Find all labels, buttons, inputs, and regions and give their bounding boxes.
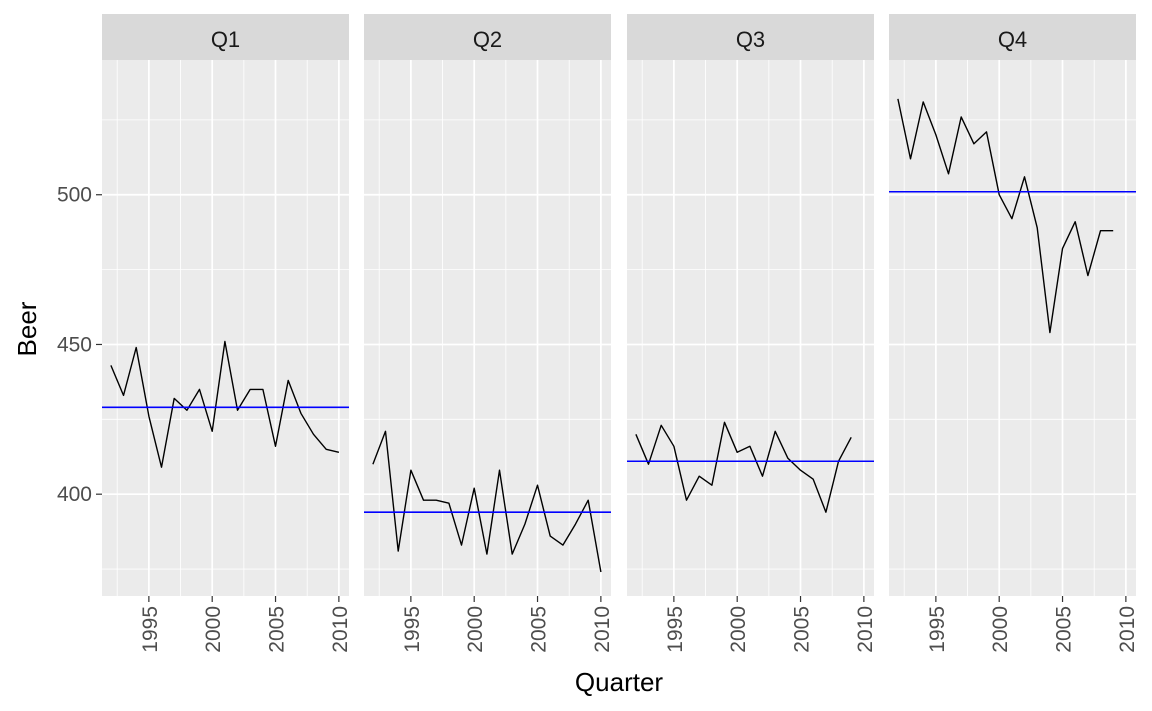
panel-background xyxy=(889,60,1136,596)
series-line-q3 xyxy=(635,421,852,513)
x-tick-label: 1995 xyxy=(926,606,949,653)
x-tick-label: 1995 xyxy=(139,606,162,653)
series-line-q2 xyxy=(372,430,602,573)
x-tick-label: 2000 xyxy=(989,606,1012,653)
facet-panels: Q1 1995 2000 2005 2010 Q2 1995 2000 2005 2010 Q3 19… xyxy=(102,14,1139,653)
facet-panel-q2: Q2 1995 2000 2005 2010 xyxy=(364,14,614,653)
y-tick-label: 500 xyxy=(57,184,92,207)
series-line-q1 xyxy=(110,340,340,468)
facet-strip-label: Q3 xyxy=(736,27,765,52)
facet-panel-q4: Q4 1995 2000 2005 2010 xyxy=(889,14,1139,653)
y-tick-label: 400 xyxy=(57,483,92,506)
x-tick-label: 2005 xyxy=(266,606,289,653)
y-axis: 400 450 500 xyxy=(57,184,102,506)
series-line-q4 xyxy=(897,98,1114,334)
x-tick-label: 2000 xyxy=(727,606,750,653)
facet-strip xyxy=(889,14,1136,60)
x-tick-label: 2005 xyxy=(528,606,551,653)
facet-strip-label: Q4 xyxy=(998,27,1027,52)
panel-background xyxy=(627,60,874,596)
facet-strip xyxy=(364,14,611,60)
x-tick-label: 2010 xyxy=(591,606,614,653)
facet-strip-label: Q1 xyxy=(211,27,240,52)
x-tick-label: 2010 xyxy=(329,606,352,653)
y-tick-label: 450 xyxy=(57,333,92,356)
x-tick-label: 2000 xyxy=(202,606,225,653)
x-tick-label: 1995 xyxy=(401,606,424,653)
x-tick-label: 2010 xyxy=(854,606,877,653)
y-axis-title: Beer xyxy=(12,301,42,356)
x-axis-title: Quarter xyxy=(575,667,663,697)
x-tick-label: 2000 xyxy=(464,606,487,653)
x-tick-label: 2005 xyxy=(1053,606,1076,653)
x-tick-label: 1995 xyxy=(664,606,687,653)
facet-panel-q1: Q1 1995 2000 2005 2010 xyxy=(102,14,352,653)
panel-background xyxy=(102,60,349,596)
x-tick-label: 2010 xyxy=(1116,606,1139,653)
facet-strip xyxy=(102,14,349,60)
facet-strip-label: Q2 xyxy=(473,27,502,52)
panel-background xyxy=(364,60,611,596)
x-tick-label: 2005 xyxy=(791,606,814,653)
facet-panel-q3: Q3 1995 2000 2005 2010 xyxy=(627,14,877,653)
facet-strip xyxy=(627,14,874,60)
